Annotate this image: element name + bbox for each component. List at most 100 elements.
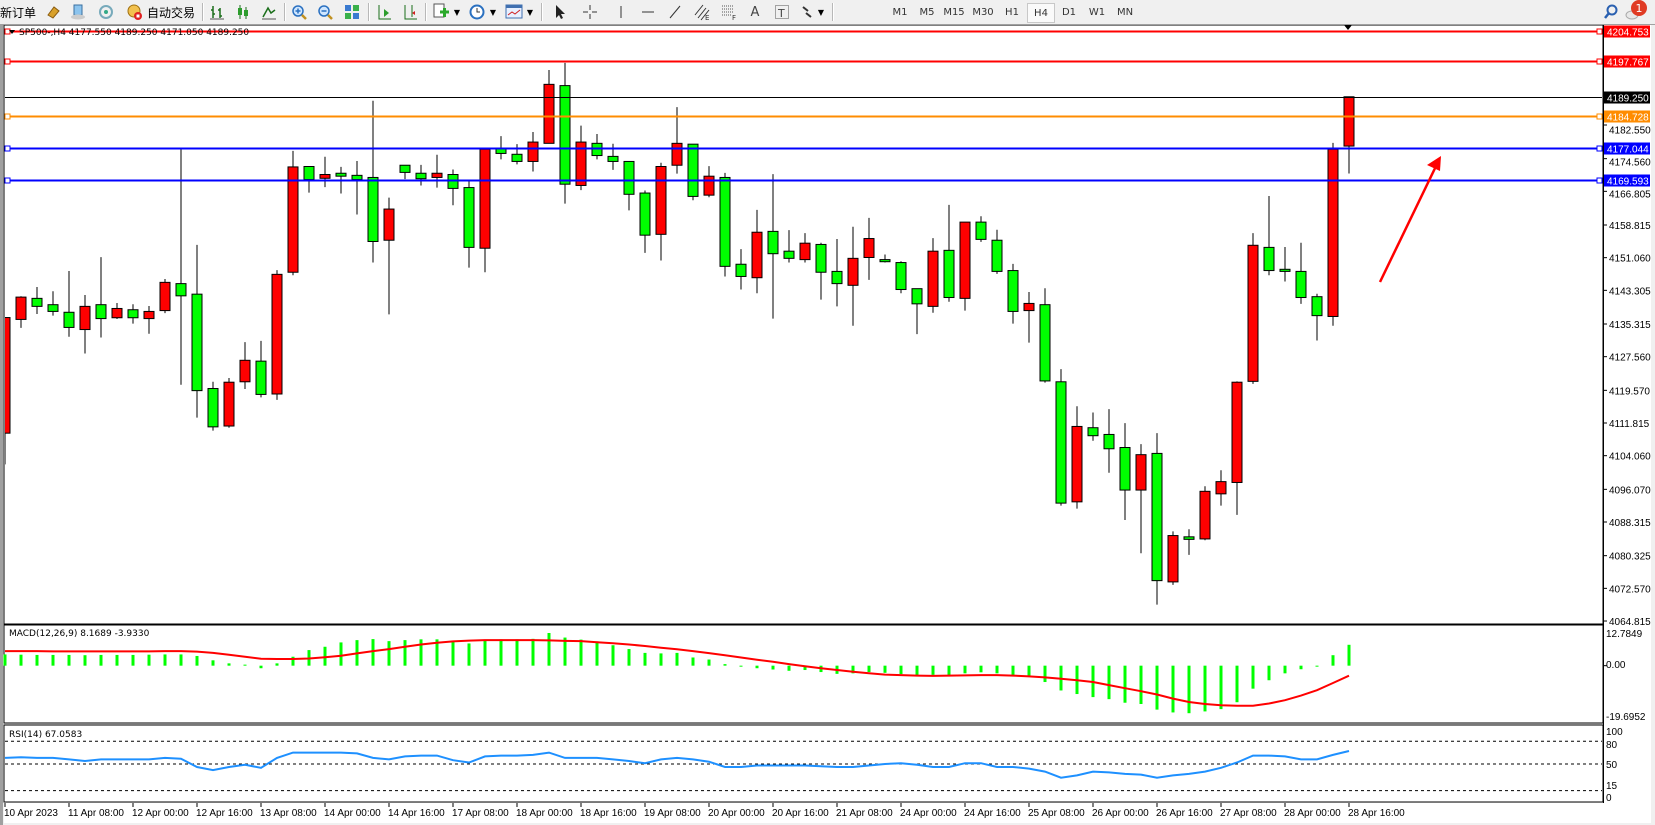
- candle[interactable]: [719, 172, 731, 277]
- candle[interactable]: [863, 217, 875, 280]
- period-m15-button[interactable]: M15: [943, 6, 965, 18]
- candle[interactable]: [1231, 381, 1243, 515]
- candle[interactable]: [911, 288, 923, 335]
- chart-shift-icon[interactable]: [399, 2, 421, 22]
- new-order-button[interactable]: 新订单: [0, 5, 37, 20]
- periods-dropdown-icon[interactable]: ▼: [489, 7, 497, 17]
- candle[interactable]: [1023, 292, 1035, 343]
- trendline-icon[interactable]: [664, 2, 686, 22]
- candle[interactable]: [1007, 263, 1019, 324]
- hline-anchor-left[interactable]: [4, 145, 11, 152]
- text-label-icon[interactable]: T: [771, 2, 793, 22]
- candle[interactable]: [895, 261, 907, 294]
- candle[interactable]: [399, 164, 411, 180]
- candle[interactable]: [1087, 412, 1099, 441]
- indicators-icon[interactable]: [430, 2, 452, 22]
- text-icon[interactable]: A: [750, 4, 760, 20]
- period-w1-button[interactable]: W1: [1088, 6, 1106, 18]
- candle[interactable]: [943, 204, 955, 302]
- templates-dropdown-icon[interactable]: ▼: [526, 7, 534, 17]
- candle[interactable]: [847, 226, 859, 326]
- candle[interactable]: [95, 257, 107, 338]
- cursor-icon[interactable]: [550, 2, 572, 22]
- period-m30-button[interactable]: M30: [972, 6, 994, 18]
- crosshair-icon[interactable]: [579, 2, 601, 22]
- candle[interactable]: [1039, 288, 1051, 383]
- candle[interactable]: [207, 381, 219, 431]
- hline-anchor-left[interactable]: [4, 58, 11, 65]
- candle[interactable]: [47, 291, 59, 316]
- candle[interactable]: [991, 229, 1003, 274]
- period-mn-button[interactable]: MN: [1116, 6, 1134, 18]
- candle[interactable]: [15, 296, 27, 328]
- candle[interactable]: [815, 242, 827, 300]
- candle[interactable]: [0, 317, 11, 465]
- horizontal-line[interactable]: 4204.753: [4, 25, 1650, 39]
- candle[interactable]: [383, 197, 395, 315]
- arrows-dropdown-icon[interactable]: ▼: [817, 7, 825, 17]
- candle[interactable]: [1167, 531, 1179, 585]
- candle[interactable]: [767, 174, 779, 319]
- candle[interactable]: [79, 294, 91, 354]
- candle[interactable]: [575, 125, 587, 191]
- candlestick-chart-icon[interactable]: [232, 2, 254, 22]
- candle[interactable]: [1279, 246, 1291, 282]
- line-chart-icon[interactable]: [258, 2, 280, 22]
- hline-anchor-right[interactable]: [1596, 113, 1603, 120]
- hline-anchor-left[interactable]: [4, 28, 11, 35]
- bar-chart-icon[interactable]: [206, 2, 228, 22]
- auto-trading-icon[interactable]: [124, 2, 144, 22]
- candle[interactable]: [1247, 233, 1259, 384]
- candle[interactable]: [1343, 96, 1355, 174]
- candle[interactable]: [127, 304, 139, 324]
- candle[interactable]: [191, 244, 203, 418]
- candle[interactable]: [175, 149, 187, 385]
- candle[interactable]: [671, 107, 683, 174]
- hline-anchor-right[interactable]: [1596, 145, 1603, 152]
- candle[interactable]: [1295, 242, 1307, 304]
- candle[interactable]: [1183, 529, 1195, 555]
- period-m5-button[interactable]: M5: [919, 6, 935, 18]
- equidistant-channel-icon[interactable]: E: [691, 2, 713, 22]
- period-h1-button[interactable]: H1: [1005, 6, 1019, 18]
- candle[interactable]: [271, 270, 283, 400]
- period-h4-button[interactable]: H4: [1027, 3, 1055, 23]
- period-d1-button[interactable]: D1: [1061, 6, 1077, 18]
- candle[interactable]: [879, 254, 891, 263]
- macd-panel[interactable]: [3, 624, 1604, 724]
- time-axis[interactable]: [4, 803, 1651, 823]
- horizontal-line[interactable]: 4184.728: [4, 110, 1650, 124]
- candle[interactable]: [1135, 444, 1147, 554]
- candle[interactable]: [1263, 195, 1275, 276]
- candle[interactable]: [287, 150, 299, 276]
- hline-anchor-right[interactable]: [1596, 28, 1603, 35]
- periods-clock-icon[interactable]: [466, 2, 488, 22]
- navigator-icon[interactable]: [96, 2, 116, 22]
- horizontal-line-icon[interactable]: [637, 2, 659, 22]
- candle[interactable]: [687, 143, 699, 201]
- arrows-icon[interactable]: [797, 2, 819, 22]
- chart-shift-marker[interactable]: [1344, 25, 1352, 30]
- zoom-out-icon[interactable]: [314, 2, 336, 22]
- horizontal-line[interactable]: 4197.767: [4, 55, 1650, 69]
- candle[interactable]: [431, 154, 443, 188]
- candle[interactable]: [703, 166, 715, 198]
- candle[interactable]: [959, 221, 971, 311]
- candle[interactable]: [223, 377, 235, 428]
- candle[interactable]: [751, 209, 763, 294]
- zoom-in-icon[interactable]: [288, 2, 310, 22]
- horizontal-line[interactable]: 4169.593: [4, 174, 1650, 188]
- candle[interactable]: [255, 340, 267, 398]
- fibonacci-icon[interactable]: F: [718, 2, 740, 22]
- candle[interactable]: [799, 233, 811, 263]
- candle[interactable]: [1151, 433, 1163, 605]
- candle[interactable]: [639, 190, 651, 253]
- candle[interactable]: [1071, 406, 1083, 509]
- horizontal-line[interactable]: 4177.044: [4, 142, 1650, 156]
- hline-anchor-right[interactable]: [1596, 58, 1603, 65]
- candle[interactable]: [623, 160, 635, 211]
- period-m1-button[interactable]: M1: [892, 6, 908, 18]
- candle[interactable]: [975, 216, 987, 242]
- auto-scroll-icon[interactable]: [373, 2, 395, 22]
